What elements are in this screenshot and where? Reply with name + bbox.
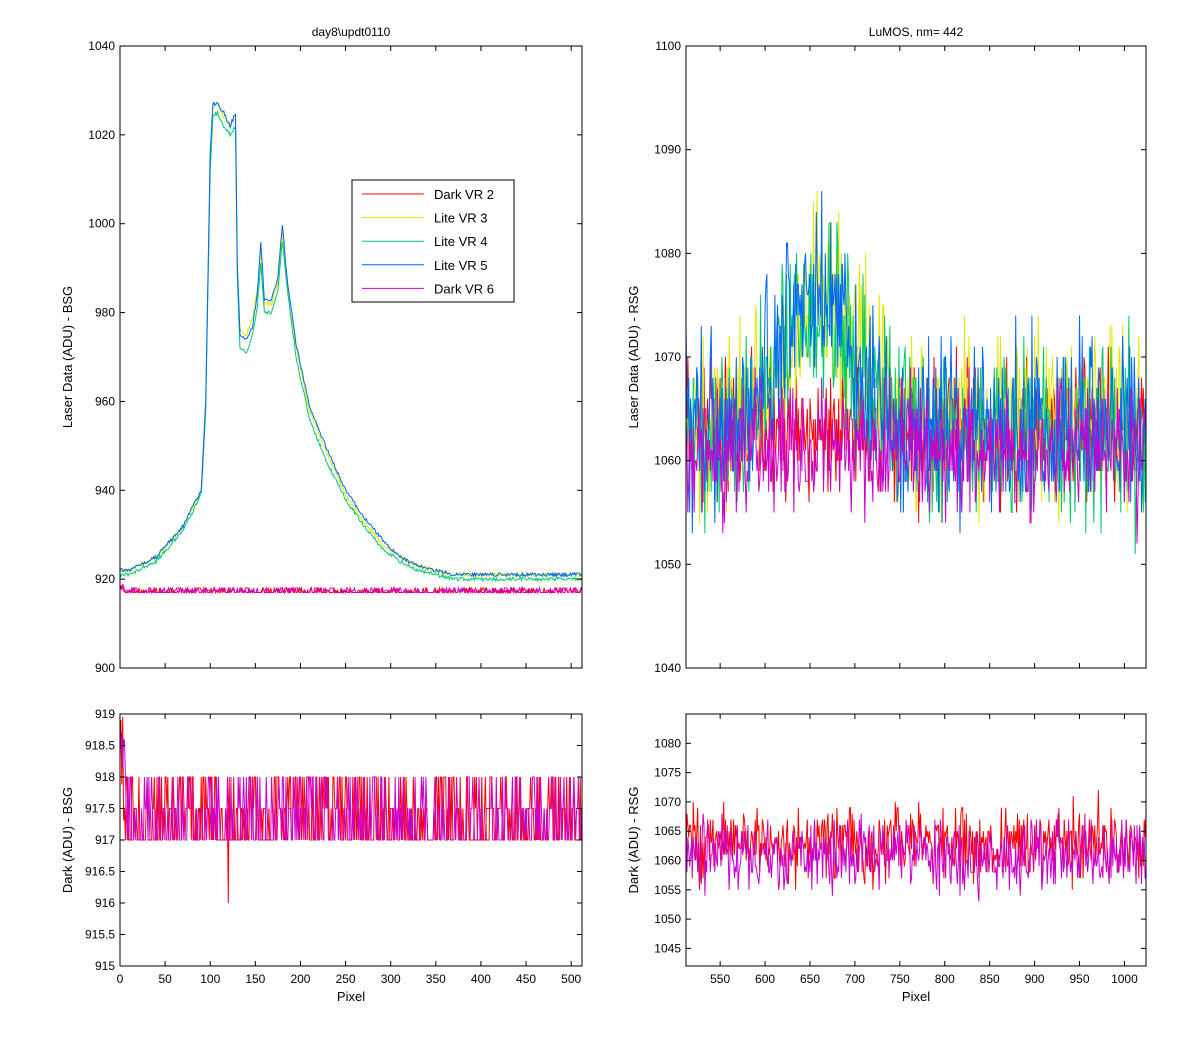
axes-frame: [685, 713, 1147, 967]
y-tick-label: 1060: [654, 854, 681, 868]
x-tick-label: 750: [890, 972, 910, 986]
series-line-lite-vr-5: [120, 101, 582, 579]
y-tick-label: 1075: [654, 766, 681, 780]
y-tick-label: 1060: [654, 454, 681, 468]
axes-bottom_right: 550 600 650 700 750 800 850 900 950 1000 1045 1050 1…: [626, 713, 1147, 1004]
series-line-dark-vr-6: [686, 367, 1146, 544]
series-group: [120, 101, 582, 595]
y-tick-label: 917.5: [85, 802, 115, 816]
x-tick-label: 650: [800, 972, 820, 986]
x-tick-label: 950: [1070, 972, 1090, 986]
series-line-dark-vr-6: [120, 731, 582, 841]
x-tick-label: 350: [426, 972, 446, 986]
y-axis-label: Dark (ADU) - BSG: [60, 787, 75, 893]
x-tick-label: 150: [245, 972, 265, 986]
y-tick-label: 918.5: [85, 739, 115, 753]
axes-top_left: 900 920 940 960 980 1000 1020 1040 day8\updt0110…: [60, 25, 583, 675]
plot-area: [120, 46, 582, 668]
y-tick-label: 1100: [655, 39, 681, 53]
x-tick-label: 450: [516, 972, 536, 986]
axes-bottom_left: 0 50 100 150 200 250 300 350 400 450 500 915 915.5 91…: [60, 707, 583, 1004]
legend-entry: Dark VR 6: [434, 281, 494, 296]
y-tick-label: 1080: [654, 736, 681, 750]
x-tick-label: 900: [1025, 972, 1045, 986]
y-tick-label: 980: [95, 306, 115, 320]
y-tick-label: 1050: [654, 912, 681, 926]
x-tick-label: 700: [845, 972, 865, 986]
x-tick-label: 50: [158, 972, 172, 986]
y-tick-label: 1040: [88, 39, 115, 53]
y-tick-label: 917: [95, 833, 115, 847]
y-tick-label: 915: [95, 959, 115, 973]
y-tick-label: 916: [95, 896, 115, 910]
y-tick-label: 919: [95, 707, 115, 721]
x-tick-label: 500: [561, 972, 581, 986]
y-tick-label: 900: [95, 661, 115, 675]
legend-entry: Lite VR 5: [434, 258, 487, 273]
y-tick-label: 1090: [654, 143, 681, 157]
x-tick-label: 250: [336, 972, 356, 986]
y-tick-label: 1050: [654, 557, 681, 571]
x-tick-label: 100: [200, 972, 220, 986]
x-tick-label: 0: [117, 972, 124, 986]
y-axis-label: Laser Data (ADU) - RSG: [626, 285, 641, 428]
legend-entry: Lite VR 4: [434, 234, 487, 249]
x-tick-label: 300: [381, 972, 401, 986]
x-tick-label: 200: [290, 972, 310, 986]
series-group: [686, 790, 1146, 902]
series-line-lite-vr-4: [120, 110, 582, 583]
x-tick-label: 1000: [1111, 972, 1138, 986]
series-group: [686, 191, 1146, 555]
y-tick-label: 960: [95, 394, 115, 408]
x-axis-label: Pixel: [337, 989, 365, 1004]
y-tick-label: 1080: [654, 246, 681, 260]
x-tick-label: 400: [471, 972, 491, 986]
y-tick-label: 1070: [654, 350, 681, 364]
axes-top_right: 1040 1050 1060 1070 1080 1090 1100 LuMOS, nm= 4…: [626, 25, 1147, 675]
series-line-dark-vr-6: [686, 813, 1146, 902]
y-tick-label: 1020: [88, 128, 115, 142]
chart-title: day8\updt0110: [312, 25, 391, 39]
y-tick-label: 1000: [88, 217, 115, 231]
y-tick-label: 918: [95, 770, 115, 784]
y-tick-label: 1065: [654, 824, 681, 838]
y-tick-label: 1070: [654, 795, 681, 809]
y-tick-label: 920: [95, 572, 115, 586]
y-tick-label: 915.5: [85, 928, 115, 942]
y-tick-label: 916.5: [85, 865, 115, 879]
series-line-lite-vr-3: [120, 103, 582, 578]
series-group: [120, 716, 582, 904]
axes-frame: [119, 45, 583, 669]
y-tick-label: 1045: [654, 941, 681, 955]
y-tick-label: 940: [95, 483, 115, 497]
legend-entry: Dark VR 2: [434, 187, 494, 202]
series-line-dark-vr-6: [120, 583, 582, 595]
y-tick-label: 1055: [654, 883, 681, 897]
x-tick-label: 800: [935, 972, 955, 986]
x-axis-label: Pixel: [902, 989, 930, 1004]
chart-title: LuMOS, nm= 442: [869, 25, 964, 39]
legend: Dark VR 2 Lite VR 3 Lite VR 4 Lite VR 5 Dark…: [351, 179, 515, 303]
legend-entry: Lite VR 3: [434, 211, 487, 226]
x-tick-label: 600: [755, 972, 775, 986]
y-tick-label: 1040: [654, 661, 681, 675]
x-tick-label: 850: [980, 972, 1000, 986]
y-axis-label: Dark (ADU) - RSG: [626, 787, 641, 894]
x-tick-label: 550: [710, 972, 730, 986]
y-axis-label: Laser Data (ADU) - BSG: [60, 286, 75, 428]
